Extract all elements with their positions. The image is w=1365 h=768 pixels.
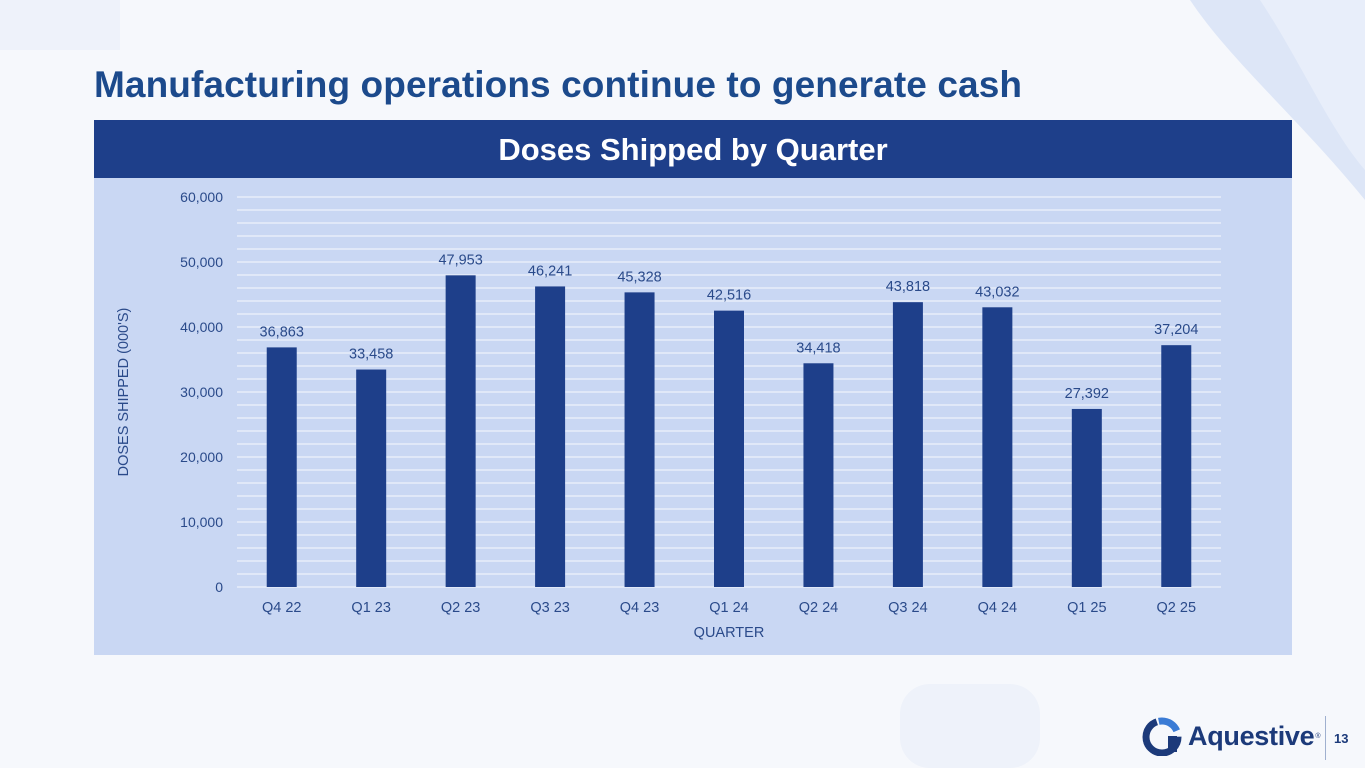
x-tick-label: Q4 23 [620,600,660,616]
x-tick-label: Q2 25 [1157,600,1197,616]
data-label: 27,392 [1065,386,1109,402]
x-axis-title: QUARTER [694,625,765,641]
x-tick-label: Q4 24 [978,600,1018,616]
data-label: 36,863 [260,324,304,340]
bar-q2-23 [445,275,476,587]
y-tick-label: 60,000 [180,189,223,205]
data-label: 43,818 [886,279,930,295]
data-label: 42,516 [707,288,751,304]
x-tick-label: Q1 24 [709,600,749,616]
bar-q1-24 [714,310,744,587]
data-label: 33,458 [349,347,393,363]
bar-q1-25 [1071,408,1102,587]
x-tick-label: Q2 23 [441,600,481,616]
y-tick-label: 50,000 [180,254,223,270]
chart-title: Doses Shipped by Quarter [94,120,1292,178]
y-tick-label: 20,000 [180,449,223,465]
bar-chart: 0 10,000 20,000 30,000 40,000 50,000 60,000 36,… [116,189,1221,641]
y-tick-label: 40,000 [180,319,223,335]
data-label: 47,953 [438,252,482,268]
data-label: 37,204 [1154,322,1198,338]
x-tick-label: Q1 23 [351,600,391,616]
x-tick-label: Q1 25 [1067,600,1107,616]
slide-title: Manufacturing operations continue to gen… [94,64,1023,105]
data-label: 34,418 [796,340,840,356]
bar-q3-23 [535,286,566,587]
brand-name: Aquestive [1188,720,1315,751]
bar-q2-25 [1161,345,1192,587]
x-tick-label: Q4 22 [262,600,302,616]
chart-panel: Doses Shipped by Quarter 0 10,000 20,000 30… [94,120,1292,655]
bar-q1-23 [356,369,387,587]
x-tick-label: Q2 24 [799,600,839,616]
y-tick-label: 30,000 [180,384,223,400]
data-label: 46,241 [528,263,572,279]
bar-q2-24 [803,363,834,587]
bar-q3-24 [892,302,923,587]
x-tick-label: Q3 23 [530,600,570,616]
data-label: 43,032 [975,284,1019,300]
brand-registered-mark: ® [1315,732,1321,740]
aquestive-logo-icon [1142,717,1182,756]
bar-q4-24 [982,307,1013,587]
y-tick-label: 0 [215,579,223,595]
y-axis-title: DOSES SHIPPED (000'S) [116,308,132,477]
x-tick-label: Q3 24 [888,600,928,616]
page-number: 13 [1334,731,1349,746]
footer-divider [1325,716,1326,760]
y-tick-label: 10,000 [180,514,223,530]
bar-q4-23 [624,292,655,587]
brand-logo: Aquestive ® [1142,716,1321,756]
bar-q4-22 [266,347,297,587]
data-label: 45,328 [617,269,661,285]
